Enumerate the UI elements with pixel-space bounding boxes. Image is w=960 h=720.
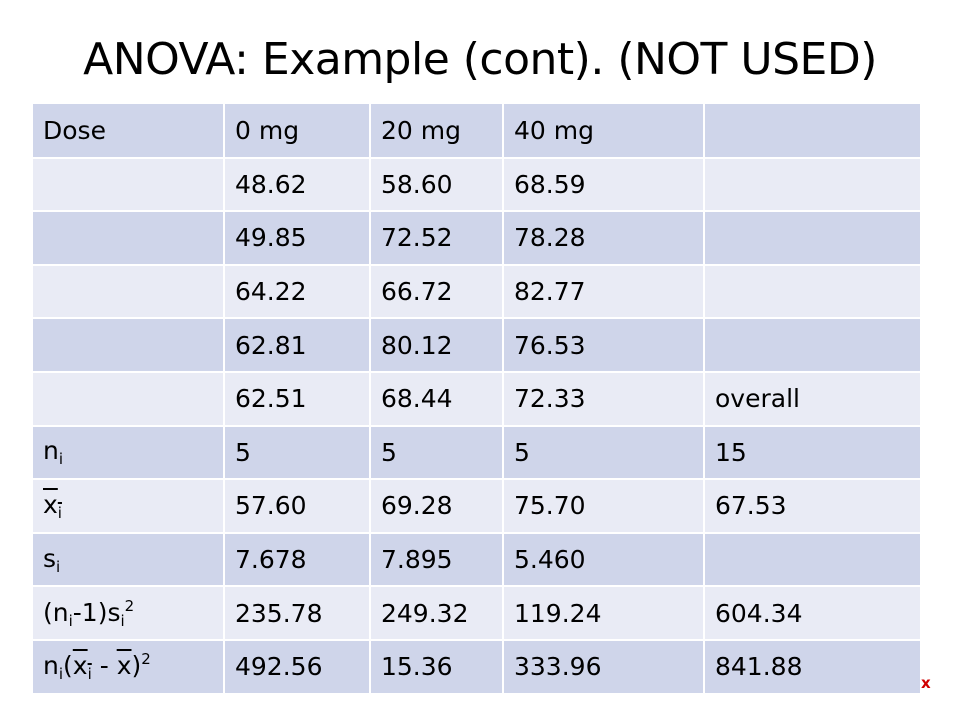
table-cell: 841.88 (704, 639, 920, 695)
table-cell: 80.12 (370, 318, 504, 373)
stats-row-n: ni 5 5 5 15 (33, 424, 920, 481)
anova-table: Dose 0 mg 20 mg 40 mg 48.62 58.60 68.59 … (33, 104, 920, 695)
table-cell (33, 157, 225, 213)
table-cell: 62.51 (224, 371, 371, 427)
table-row: 48.62 58.60 68.59 (33, 157, 920, 213)
table-cell: 49.85 (224, 211, 371, 266)
table-cell (33, 318, 225, 373)
table-cell: 75.70 (503, 479, 705, 534)
table-cell: 604.34 (704, 586, 920, 641)
header-20mg: 20 mg (370, 104, 504, 159)
table-row: 62.51 68.44 72.33 overall (33, 371, 920, 427)
table-cell: 69.28 (370, 479, 504, 534)
table-cell: 82.77 (503, 264, 705, 320)
header-dose: Dose (33, 104, 225, 159)
table-cell (33, 371, 225, 427)
table-row: 62.81 80.12 76.53 (33, 318, 920, 373)
table-cell: 5.460 (503, 532, 705, 588)
table-cell (704, 211, 920, 266)
table-cell: 7.678 (224, 532, 371, 588)
table-cell: 72.52 (370, 211, 504, 266)
table-cell (704, 532, 920, 588)
table-cell: 66.72 (370, 264, 504, 320)
table-cell: 119.24 (503, 586, 705, 641)
table-cell: 76.53 (503, 318, 705, 373)
table-cell: 48.62 (224, 157, 371, 213)
stats-row-ss-within: (ni-1)si2 235.78 249.32 119.24 604.34 (33, 586, 920, 641)
table-cell: 68.44 (370, 371, 504, 427)
table-cell: 15 (704, 424, 920, 481)
table-cell (704, 264, 920, 320)
row-label-sd: si (33, 532, 225, 588)
table-cell: 78.28 (503, 211, 705, 266)
table-cell: 5 (370, 424, 504, 481)
table-cell: 5 (503, 424, 705, 481)
corner-mark: x (921, 674, 931, 692)
stats-row-sd: si 7.678 7.895 5.460 (33, 532, 920, 588)
row-label-n: ni (33, 424, 225, 481)
header-40mg: 40 mg (503, 104, 705, 159)
row-label-ss-within: (ni-1)si2 (33, 586, 225, 641)
table-header-row: Dose 0 mg 20 mg 40 mg (33, 104, 920, 159)
stats-row-ss-between: ni(xi - x)2 492.56 15.36 333.96 841.88 (33, 639, 920, 695)
table-cell: 5 (224, 424, 371, 481)
table-row: 49.85 72.52 78.28 (33, 211, 920, 266)
table-cell: 68.59 (503, 157, 705, 213)
table-cell (33, 211, 225, 266)
row-label-ss-between: ni(xi - x)2 (33, 639, 225, 695)
table-cell: 249.32 (370, 586, 504, 641)
table-cell: 64.22 (224, 264, 371, 320)
stats-row-mean: xi 57.60 69.28 75.70 67.53 (33, 479, 920, 534)
table-cell: 57.60 (224, 479, 371, 534)
table-cell: 7.895 (370, 532, 504, 588)
row-label-mean: xi (33, 479, 225, 534)
table-row: 64.22 66.72 82.77 (33, 264, 920, 320)
table-cell: 67.53 (704, 479, 920, 534)
table-cell: 62.81 (224, 318, 371, 373)
header-blank (704, 104, 920, 159)
table-cell (33, 264, 225, 320)
table-cell: 333.96 (503, 639, 705, 695)
table-cell: 492.56 (224, 639, 371, 695)
slide-title: ANOVA: Example (cont). (NOT USED) (83, 34, 877, 85)
overall-label: overall (704, 371, 920, 427)
table-cell: 15.36 (370, 639, 504, 695)
header-0mg: 0 mg (224, 104, 371, 159)
table-cell (704, 318, 920, 373)
table-cell: 235.78 (224, 586, 371, 641)
table-cell: 72.33 (503, 371, 705, 427)
table-cell (704, 157, 920, 213)
table-cell: 58.60 (370, 157, 504, 213)
